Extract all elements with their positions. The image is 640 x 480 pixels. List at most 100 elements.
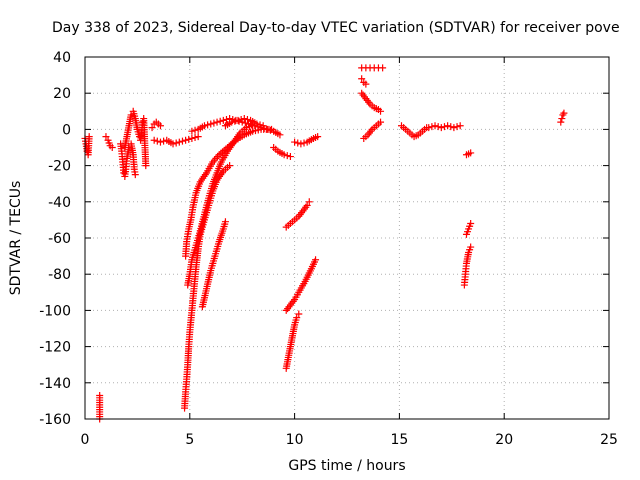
data-point-marker: [185, 135, 193, 143]
y-tick-label: -80: [48, 267, 71, 283]
data-point-marker: [85, 133, 93, 141]
y-tick-label: 40: [53, 50, 71, 66]
data-point-marker: [231, 117, 239, 125]
data-point-marker: [242, 124, 250, 132]
data-point-marker: [237, 115, 245, 123]
y-tick-label: -140: [39, 376, 71, 392]
axis-ticks: 0 5 10 15 20 25 -160 -140 -120 -100 -80 -60 -40 -20 0 2…: [39, 50, 618, 448]
data-point-marker: [276, 131, 284, 139]
data-point-marker: [314, 133, 322, 141]
data-point-marker: [259, 122, 267, 130]
data-point-marker: [142, 162, 150, 170]
data-point-marker: [240, 115, 248, 123]
data-point-marker: [156, 122, 164, 130]
data-point-marker: [188, 134, 196, 142]
data-point-marker: [425, 124, 433, 132]
data-point-marker: [467, 243, 475, 251]
data-point-marker: [191, 134, 199, 142]
data-point-marker: [191, 126, 199, 134]
data-point-marker: [241, 119, 249, 127]
data-point-marker: [222, 115, 230, 123]
data-point-marker: [431, 122, 439, 130]
data-point-marker: [467, 149, 475, 157]
data-point-marker: [207, 120, 215, 128]
data-point-marker: [362, 80, 370, 88]
data-point-marker: [263, 125, 271, 133]
data-point-marker: [379, 64, 387, 72]
data-point-marker: [108, 144, 116, 151]
data-point-marker: [228, 118, 236, 126]
x-tick-label: 15: [390, 432, 408, 448]
y-tick-label: -60: [48, 231, 71, 247]
data-point-marker: [169, 140, 177, 148]
data-point-marker: [253, 120, 261, 128]
data-point-marker: [456, 122, 464, 130]
data-point-marker: [377, 118, 385, 126]
y-tick-label: -40: [48, 195, 71, 211]
data-point-marker: [558, 115, 566, 123]
data-point-marker: [291, 138, 299, 146]
data-point-marker: [131, 171, 139, 179]
data-point-marker: [148, 124, 156, 132]
data-point-marker: [305, 198, 313, 206]
data-point-marker: [226, 162, 234, 170]
x-tick-label: 10: [286, 432, 304, 448]
data-point-marker: [178, 137, 186, 145]
data-point-marker: [293, 314, 301, 322]
data-point-marker: [557, 118, 565, 126]
data-points: [81, 64, 568, 423]
data-point-marker: [294, 139, 302, 147]
y-tick-label: -100: [39, 303, 71, 319]
data-point-marker: [560, 109, 568, 117]
y-tick-label: -160: [39, 412, 71, 428]
data-point-marker: [172, 139, 180, 147]
data-point-marker: [182, 136, 190, 144]
chart-title: Day 338 of 2023, Sidereal Day-to-day VTE…: [52, 20, 620, 36]
x-tick-label: 0: [81, 432, 90, 448]
data-point-marker: [200, 122, 208, 130]
data-point-marker: [300, 139, 308, 147]
data-point-marker: [244, 120, 252, 128]
data-point-marker: [280, 151, 288, 159]
data-point-marker: [437, 124, 445, 132]
data-point-marker: [295, 310, 303, 318]
data-point-marker: [312, 256, 320, 264]
data-point-marker: [204, 121, 212, 129]
data-point-marker: [243, 115, 251, 123]
data-point-marker: [447, 123, 455, 131]
data-point-marker: [283, 152, 291, 160]
data-point-marker: [377, 107, 385, 115]
y-tick-label: 0: [62, 122, 71, 138]
data-point-marker: [444, 122, 452, 130]
data-point-marker: [434, 123, 442, 131]
x-axis-title: GPS time / hours: [288, 458, 405, 474]
data-point-marker: [286, 153, 294, 161]
data-point-marker: [175, 138, 183, 146]
x-tick-label: 25: [600, 432, 618, 448]
data-point-marker: [256, 121, 264, 129]
data-point-marker: [96, 391, 104, 399]
grid-lines: [85, 57, 609, 419]
data-point-marker: [450, 124, 458, 132]
data-point-marker: [234, 116, 242, 124]
data-point-marker: [453, 123, 461, 131]
data-point-marker: [156, 138, 164, 146]
data-point-marker: [188, 127, 196, 135]
x-tick-label: 5: [185, 432, 194, 448]
data-point-marker: [303, 201, 311, 209]
y-axis-title: SDTVAR / TECUs: [8, 181, 24, 296]
data-point-marker: [266, 126, 274, 134]
data-point-marker: [440, 123, 448, 131]
data-point-marker: [102, 133, 110, 141]
data-point-marker: [216, 117, 224, 125]
data-point-marker: [194, 133, 202, 141]
data-point-marker: [210, 119, 218, 127]
data-point-marker: [467, 220, 475, 228]
data-point-marker: [219, 116, 227, 124]
data-point-marker: [150, 136, 158, 144]
y-tick-label: -20: [48, 159, 71, 175]
y-tick-label: 20: [53, 86, 71, 102]
y-tick-label: -120: [39, 340, 71, 356]
